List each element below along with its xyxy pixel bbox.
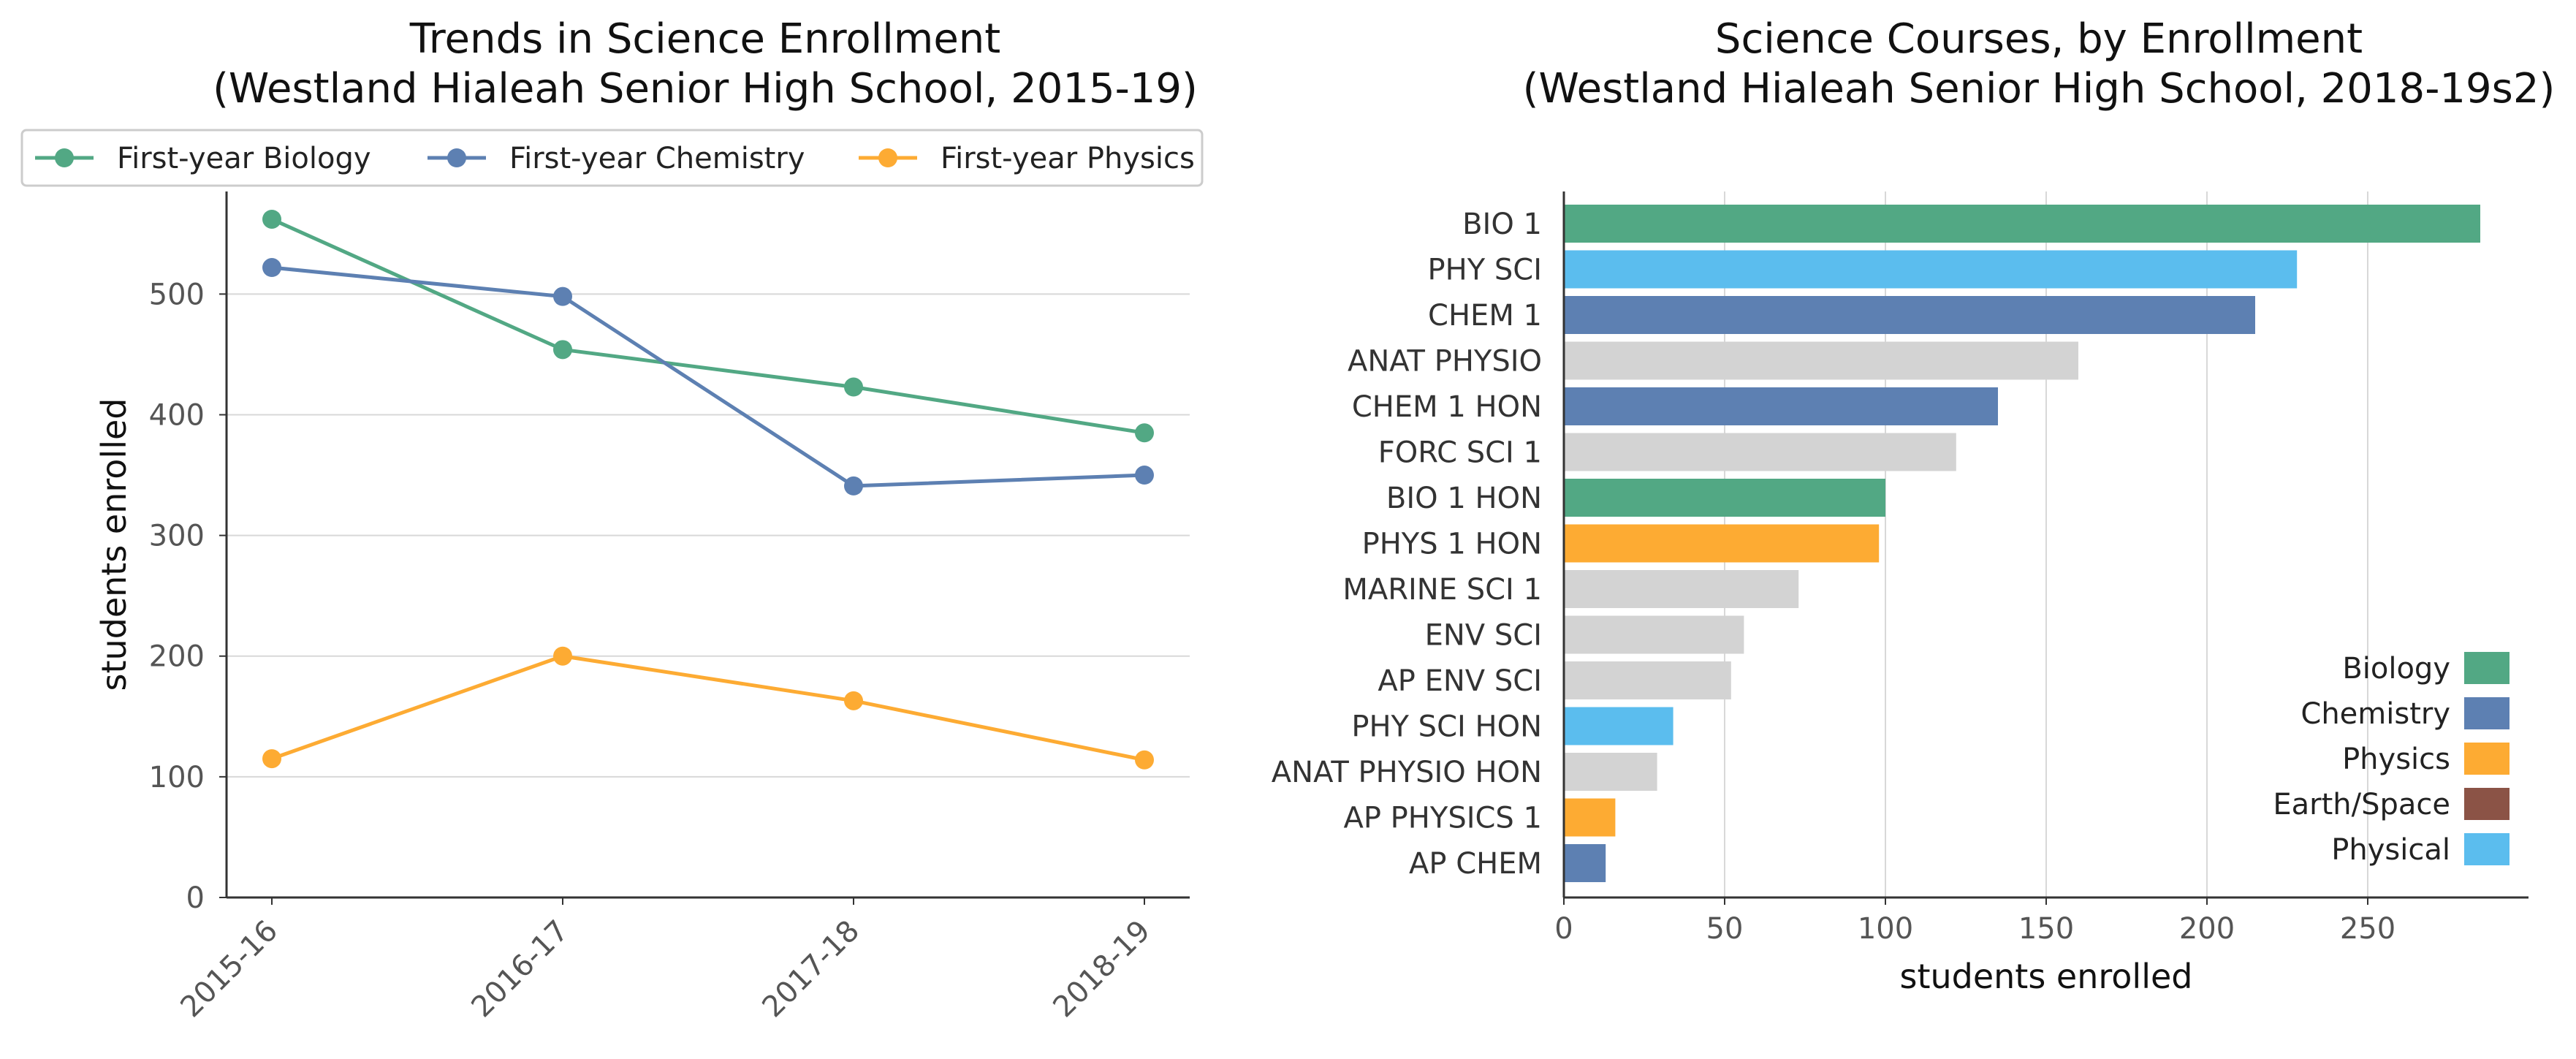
bar-chart-category-label: FORC SCI 1 [1378,436,1542,470]
bar-chart-category-label: AP ENV SCI [1378,664,1542,698]
line-chart-y-tick-label: 0 [186,881,205,915]
bar-chemistry [1564,387,1998,425]
bar-chemistry [1564,296,2255,334]
bar-chart-category-label: PHY SCI HON [1351,710,1542,744]
bar-legend-swatch-physical [2464,833,2509,865]
line-chart-y-tick-label: 400 [149,398,205,432]
bar-chemistry [1564,844,1606,882]
bar-chart-category-label: CHEM 1 HON [1352,390,1542,424]
bar-other [1564,615,1744,654]
bar-physics [1564,798,1616,837]
bar-chart: Science Courses, by Enrollment(Westland … [1272,15,2556,996]
line-point-biology [1135,423,1154,443]
line-point-physics [844,691,863,710]
line-legend-marker-physics [878,148,897,167]
bar-physical [1564,250,2298,289]
line-chart-x-tick-label: 2018-19 [1046,914,1157,1025]
line-legend-marker-biology [55,148,74,167]
bar-chart-category-label: BIO 1 [1462,208,1542,241]
line-legend-frame [20,129,1204,187]
line-legend-label: First-year Chemistry [509,142,805,175]
line-legend-label: First-year Biology [117,142,371,175]
line-chart-x-tick-label: 2016-17 [465,914,575,1025]
line-chart-y-tick-label: 200 [149,640,205,674]
bar-physics [1564,524,1880,563]
line-point-chemistry [1135,466,1154,485]
bar-other [1564,433,1956,471]
line-chart-y-tick-label: 100 [149,761,205,794]
line-point-physics [553,646,572,666]
line-point-chemistry [844,476,863,496]
line-series-physics [271,654,1145,762]
bar-chart-category-label: PHY SCI [1428,254,1542,287]
bar-legend-swatch-chemistry [2464,697,2509,729]
line-point-biology [553,340,572,360]
bar-chart-category-label: ANAT PHYSIO HON [1272,756,1542,789]
line-chart-x-tick-label: 2017-18 [756,914,866,1025]
line-point-physics [262,749,281,769]
line-point-chemistry [553,286,572,306]
bar-chart-category-label: BIO 1 HON [1386,482,1542,515]
bar-legend-swatch-earth_space [2464,788,2509,820]
bar-chart-x-tick-label: 250 [2340,912,2395,946]
bar-chart-category-label: CHEM 1 [1428,299,1542,333]
bar-chart-category-label: ENV SCI [1425,619,1542,653]
line-chart-title-line: Trends in Science Enrollment [409,15,1000,63]
line-legend-label: First-year Physics [941,142,1195,175]
bar-legend-swatch-biology [2464,652,2509,684]
bar-physical [1564,707,1673,745]
bar-legend-label: Earth/Space [2273,788,2450,821]
line-series-biology [270,217,1145,435]
bar-chart-x-tick-label: 150 [2018,912,2074,946]
bar-chart-legend: Biology Chemistry Physics Earth/Space Physic… [2273,652,2509,867]
line-chart-y-tick-label: 300 [149,520,205,553]
line-point-physics [1135,750,1154,770]
line-point-chemistry [262,258,281,278]
bar-chart-title-line: Science Courses, by Enrollment [1715,15,2363,63]
bar-chart-category-label: MARINE SCI 1 [1342,573,1542,607]
bar-legend-label: Chemistry [2300,697,2450,731]
bar-other [1564,570,1799,608]
bar-legend-swatch-physics [2464,743,2509,775]
bar-biology [1564,479,1885,517]
line-legend-marker-chemistry [447,148,466,167]
bar-other [1564,753,1657,791]
bar-legend-label: Physical [2331,833,2450,867]
bar-chart-category-label: PHYS 1 HON [1362,528,1542,561]
bar-chart-category-label: ANAT PHYSIO [1348,345,1542,379]
bar-chart-x-tick-label: 50 [1706,912,1744,946]
bar-chart-x-tick-label: 0 [1554,912,1573,946]
bar-biology [1564,205,2480,243]
bar-chart-title-line: (Westland Hialeah Senior High School, 20… [1523,65,2556,113]
bar-other [1564,341,2078,380]
line-chart-x-tick-label: 2015-16 [174,914,284,1025]
bar-chart-x-label: students enrolled [1900,957,2193,996]
bar-chart-category-label: AP CHEM [1409,847,1542,881]
line-chart-legend: First-year Biology First-year Chemistry Fi… [20,129,1204,187]
line-chart: Trends in Science Enrollment(Westland Hi… [20,15,1204,1025]
line-series-chemistry [271,265,1145,488]
bar-chart-x-tick-label: 100 [1858,912,1913,946]
line-point-biology [262,209,281,229]
bar-other [1564,661,1731,699]
line-chart-y-tick-label: 500 [149,278,205,311]
line-chart-title-line: (Westland Hialeah Senior High School, 20… [213,65,1198,113]
bar-legend-label: Biology [2342,652,2450,686]
line-chart-y-label: students enrolled [94,398,134,691]
bar-legend-label: Physics [2342,743,2450,776]
bar-chart-x-tick-label: 200 [2179,912,2235,946]
line-point-biology [844,377,863,397]
bar-chart-category-label: AP PHYSICS 1 [1343,802,1542,835]
